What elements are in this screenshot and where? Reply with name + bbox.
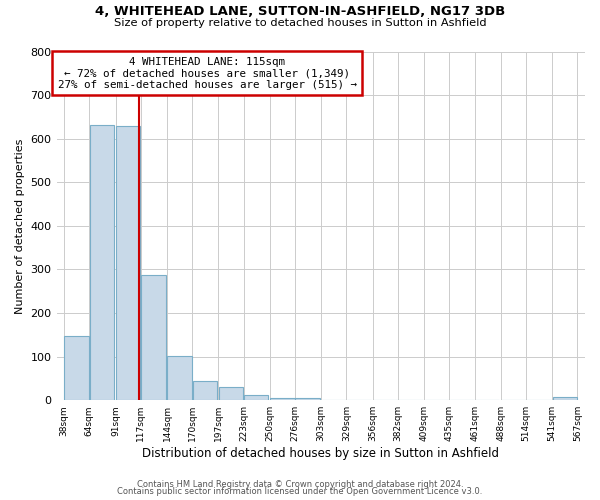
Bar bbox=[553, 397, 577, 400]
Bar bbox=[193, 380, 217, 400]
X-axis label: Distribution of detached houses by size in Sutton in Ashfield: Distribution of detached houses by size … bbox=[142, 447, 499, 460]
Bar bbox=[116, 126, 140, 400]
Text: Contains HM Land Registry data © Crown copyright and database right 2024.: Contains HM Land Registry data © Crown c… bbox=[137, 480, 463, 489]
Bar bbox=[244, 394, 268, 400]
Bar bbox=[270, 398, 295, 400]
Bar bbox=[90, 124, 114, 400]
Bar bbox=[64, 336, 89, 400]
Text: 4, WHITEHEAD LANE, SUTTON-IN-ASHFIELD, NG17 3DB: 4, WHITEHEAD LANE, SUTTON-IN-ASHFIELD, N… bbox=[95, 5, 505, 18]
Text: Size of property relative to detached houses in Sutton in Ashfield: Size of property relative to detached ho… bbox=[113, 18, 487, 28]
Bar bbox=[167, 356, 192, 400]
Bar bbox=[219, 386, 243, 400]
Text: Contains public sector information licensed under the Open Government Licence v3: Contains public sector information licen… bbox=[118, 487, 482, 496]
Text: 4 WHITEHEAD LANE: 115sqm
← 72% of detached houses are smaller (1,349)
27% of sem: 4 WHITEHEAD LANE: 115sqm ← 72% of detach… bbox=[58, 56, 356, 90]
Bar bbox=[295, 398, 320, 400]
Y-axis label: Number of detached properties: Number of detached properties bbox=[15, 138, 25, 314]
Bar bbox=[141, 275, 166, 400]
